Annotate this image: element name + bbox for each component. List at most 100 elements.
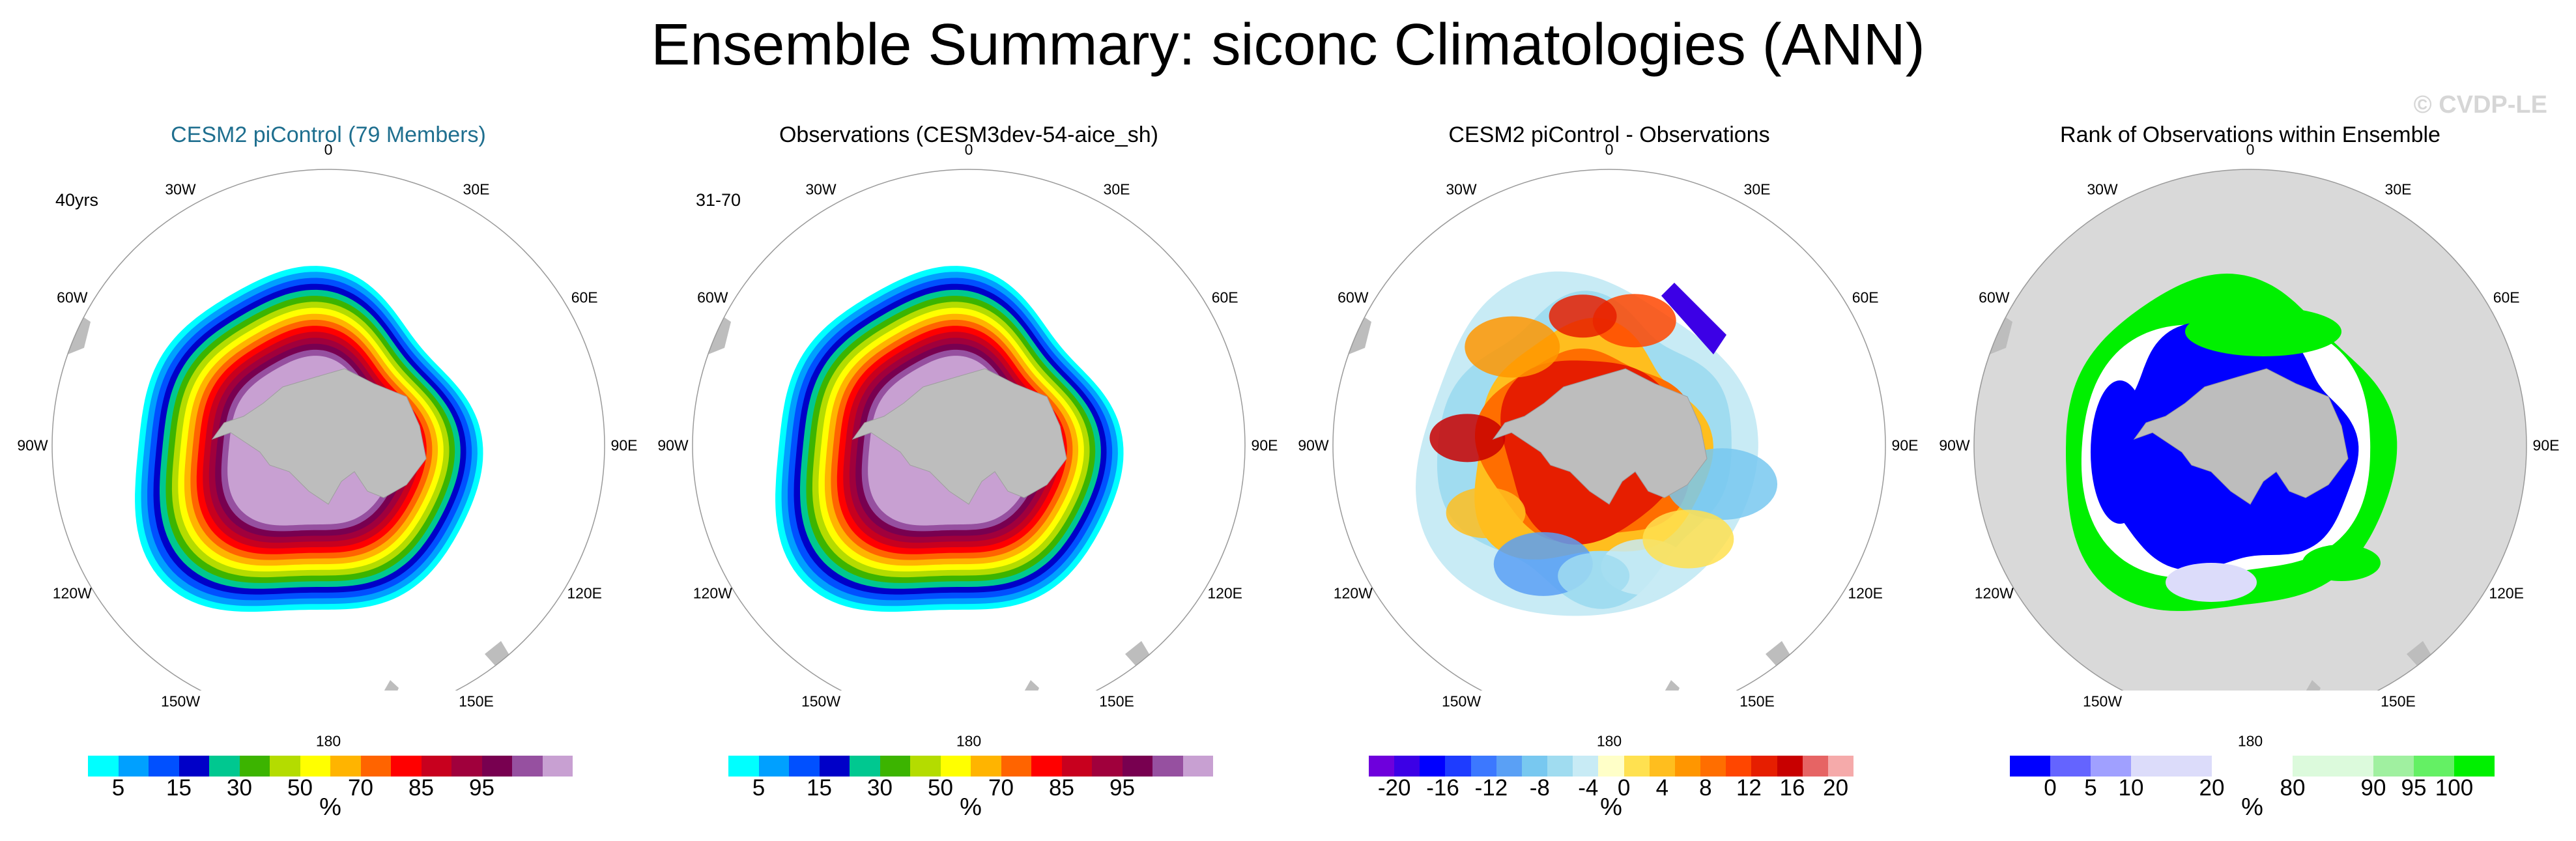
colorbar-tick-label: 15 [807,775,832,801]
map-field [1333,271,1792,691]
polar-map-cesm2 [51,169,605,691]
difference-anomaly [1558,552,1630,599]
longitude-label: 60E [1211,289,1238,306]
colorbar-segment [118,756,149,777]
colorbar [2010,756,2495,777]
colorbar-tick-label: -4 [1578,775,1599,801]
colorbar-tick-label: 5 [111,775,125,801]
colorbar-segment [391,756,422,777]
longitude-label: 90W [1298,436,1329,454]
panel-title: Observations (CESM3dev-54-aice_sh) [779,122,1159,147]
longitude-label: 120W [1974,584,2014,602]
colorbar-segment [1802,756,1828,777]
colorbar-tick-label: 100 [2435,775,2474,801]
colorbar-tick-label: 20 [1823,775,1849,801]
longitude-label: 120W [52,584,92,602]
colorbar-segment [149,756,179,777]
panel-title: Rank of Observations within Ensemble [2060,122,2440,147]
colorbar-segment [1061,756,1092,777]
antarctica-landmass [211,368,427,505]
longitude-label: 0 [964,141,973,158]
colorbar-segment [2131,756,2171,777]
polar-map-obs [692,169,1246,691]
panel-title: CESM2 piControl (79 Members) [171,122,486,147]
colorbar-tick-label: -20 [1377,775,1411,801]
colorbar-segment [789,756,820,777]
colorbar-tick-label: 4 [1655,775,1669,801]
colorbar-unit: % [960,793,982,821]
colorbar-tick-label: 0 [1617,775,1631,801]
colorbar-segment [1521,756,1548,777]
colorbar [728,756,1213,777]
colorbar-tick-label: 20 [2199,775,2225,801]
colorbar-tick-label: 90 [2360,775,2386,801]
colorbar-tick-label: 8 [1699,775,1712,801]
longitude-label: 120E [567,584,603,602]
longitude-label: 0 [1605,141,1614,158]
colorbar-segment [1700,756,1726,777]
longitude-label: 60E [2493,289,2520,306]
colorbar-tick-label: 15 [166,775,192,801]
watermark: © CVDP-LE [2413,91,2547,119]
colorbar-segment [1092,756,1123,777]
south-america-landmass [693,309,731,361]
colorbar-segment [512,756,543,777]
panel-obs: Observations (CESM3dev-54-aice_sh) 31-70… [647,117,1291,841]
colorbar-segment [209,756,240,777]
longitude-label: 0 [324,141,333,158]
colorbar-segment [360,756,391,777]
colorbar-unit: % [1600,793,1622,821]
colorbar-tick-label: 30 [867,775,893,801]
colorbar-segment [421,756,451,777]
longitude-label: 150W [2082,692,2123,710]
colorbar-segment [1031,756,1062,777]
colorbar-segment [1777,756,1803,777]
colorbar-segment [1369,756,1395,777]
colorbar-segment [270,756,300,777]
longitude-label: 30W [2087,180,2118,198]
colorbar-segment [2212,756,2252,777]
colorbar-tick-label: 70 [348,775,373,801]
colorbar-segment [880,756,910,777]
longitude-label: 120W [1333,584,1373,602]
longitude-label: 60E [571,289,598,306]
colorbar-segment [2454,756,2495,777]
panel-cesm2: CESM2 piControl (79 Members) 40yrs % 0 30… [7,117,650,841]
colorbar-segment [2091,756,2131,777]
colorbar-segment [1182,756,1213,777]
difference-anomaly [1549,294,1617,338]
longitude-label: 90W [657,436,689,454]
longitude-label: 60W [57,289,88,306]
longitude-label: 30E [1103,180,1130,198]
map-field [52,266,511,691]
longitude-label: 150W [160,692,201,710]
rank-anomaly [2091,380,2149,524]
colorbar-segment [1470,756,1496,777]
longitude-label: 120E [1207,584,1243,602]
colorbar-segment [758,756,789,777]
colorbar-segment [2333,756,2373,777]
colorbar-segment [1674,756,1701,777]
colorbar-tick-label: 30 [227,775,252,801]
colorbar-segment [910,756,941,777]
colorbar-segment [179,756,209,777]
colorbar-tick-label: 5 [2084,775,2097,801]
difference-anomaly [1446,487,1526,539]
colorbar-tick-label: 95 [1109,775,1135,801]
colorbar-segment [300,756,330,777]
south-america-landmass [52,309,91,361]
colorbar-segment [1001,756,1031,777]
colorbar-tick-label: 0 [2044,775,2057,801]
colorbar-segment [1751,756,1777,777]
longitude-label: 30E [463,180,490,198]
longitude-label: 30W [1446,180,1477,198]
difference-anomaly [1642,509,1734,569]
colorbar-segment [330,756,361,777]
colorbar-unit: % [319,793,341,821]
colorbar-segment [1726,756,1752,777]
longitude-label: 150E [2381,692,2416,710]
colorbar-tick-label: 85 [1049,775,1074,801]
longitude-label: 0 [2246,141,2255,158]
longitude-label: 60E [1852,289,1879,306]
new-zealand-landmass [1018,680,1039,691]
